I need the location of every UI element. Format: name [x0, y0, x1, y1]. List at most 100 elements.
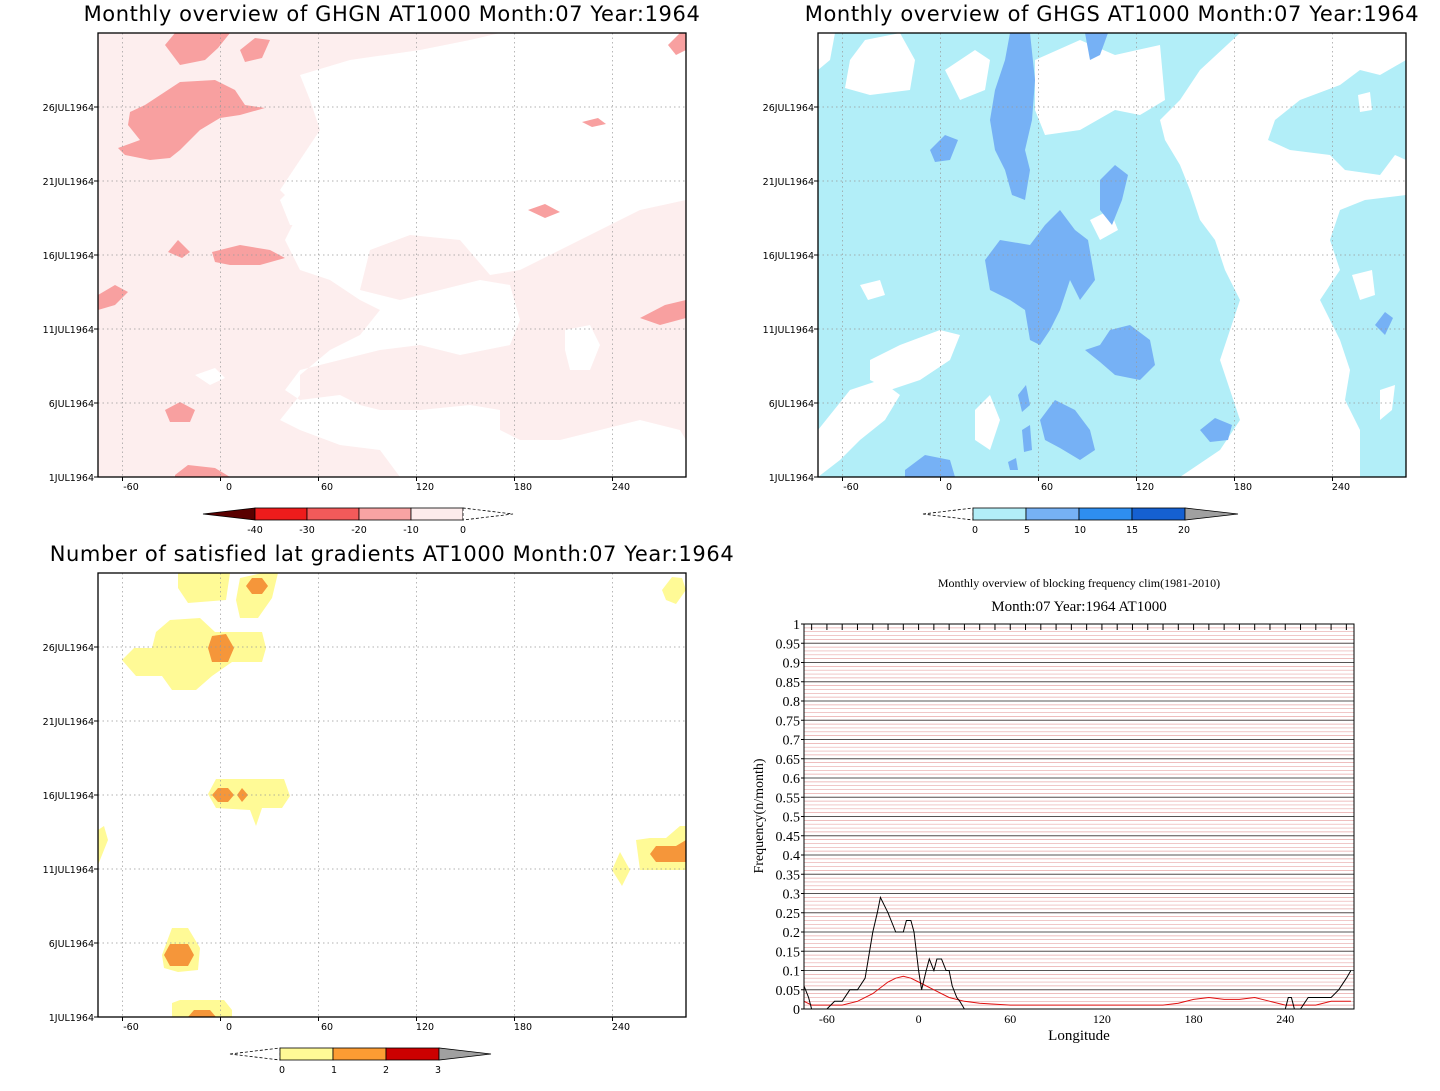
- ghgn-colorbar: -40 -30 -20 -10 0: [202, 507, 514, 536]
- colorbar-swatch: [385, 1047, 440, 1061]
- x-tick-label: -60: [123, 1022, 139, 1033]
- ghgn-negative-region: [168, 240, 190, 258]
- observed-frequency-line: [803, 895, 1352, 1010]
- ghgn-white-patch: [280, 170, 345, 225]
- y-tick-label: 0.45: [776, 830, 801, 845]
- x-tick-label: 120: [1093, 1012, 1111, 1026]
- ghgn-frame: [97, 32, 687, 478]
- y-tick-label: 1JUL1964: [49, 1013, 94, 1024]
- ghgn-y-axis: 1JUL1964 6JUL1964 11JUL1964 16JUL1964 21…: [43, 103, 94, 484]
- ghgn-negative-region: [175, 465, 230, 477]
- ghgs-blue-region: [990, 33, 1035, 200]
- gradient-count-1-region: [178, 573, 230, 603]
- y-tick-label: 0.8: [783, 695, 801, 710]
- ghgn-x-axis: -60 0 60 120 180 240: [123, 482, 630, 493]
- ghgs-white-region: [1035, 40, 1165, 135]
- colorbar-label: -10: [403, 525, 419, 536]
- colorbar-swatch: [972, 507, 1027, 521]
- gradients-panel: Number of satisfied lat gradients AT1000…: [43, 542, 734, 1076]
- ghgs-white-region: [1380, 385, 1395, 420]
- y-tick-label: 1JUL1964: [49, 473, 94, 484]
- y-tick-label: 1: [793, 618, 800, 633]
- colorbar-swatch: [410, 507, 464, 521]
- gradients-colorbar: 0 1 2 3: [229, 1047, 492, 1076]
- y-tick-label: 0.35: [776, 868, 801, 883]
- ghgs-white-region: [1358, 92, 1372, 112]
- x-tick-label: 120: [416, 1022, 434, 1033]
- colorbar-min-arrow: [922, 507, 974, 521]
- colorbar-swatch: [1131, 507, 1186, 521]
- y-tick-label: 0.5: [783, 811, 801, 826]
- gradients-x-axis: -60 0 60 120 180 240: [123, 1022, 630, 1033]
- ghgs-white-region: [870, 330, 960, 390]
- gradient-count-2-region: [188, 1010, 216, 1017]
- x-tick-label: 180: [514, 482, 532, 493]
- climatology-line: [803, 975, 1351, 1006]
- y-tick-label: 16JUL1964: [763, 251, 814, 262]
- gradient-count-1-region: [122, 618, 266, 690]
- colorbar-swatch: [254, 507, 308, 521]
- y-tick-label: 21JUL1964: [763, 177, 814, 188]
- ghgs-white-region: [945, 50, 990, 100]
- ghgs-blue-region: [1085, 33, 1108, 60]
- y-tick-label: 0.55: [776, 791, 801, 806]
- x-tick-label: 240: [612, 1022, 630, 1033]
- ghgs-white-region: [818, 380, 900, 477]
- x-tick-label: -60: [843, 482, 859, 493]
- ghgs-blue-region: [1018, 385, 1030, 412]
- gradient-count-1-region: [236, 573, 278, 618]
- ghgn-negative-region: [212, 245, 285, 265]
- ghgn-negative-region: [640, 300, 686, 325]
- gradient-count-1-region: [662, 577, 686, 604]
- ghgs-y-axis: 1JUL1964 6JUL1964 11JUL1964 16JUL1964 21…: [763, 103, 814, 484]
- colorbar-label: 3: [435, 1065, 441, 1076]
- x-tick-label: 240: [1276, 1012, 1294, 1026]
- blocking-major-gridlines: [804, 642, 1354, 991]
- x-tick-label: 0: [916, 1012, 922, 1026]
- colorbar-label: 1: [331, 1065, 337, 1076]
- ghgs-colorbar: 0 5 10 15 20: [922, 507, 1239, 536]
- colorbar-label: 0: [460, 525, 466, 536]
- ghgn-white-patch: [565, 325, 600, 370]
- ghgs-blue-region: [985, 210, 1095, 345]
- y-tick-label: 6JUL1964: [769, 399, 814, 410]
- blocking-y-axis: 0 0.05 0.1 0.15 0.2 0.25 0.3 0.35 0.4 0.45 0.5 0.55…: [776, 618, 804, 1018]
- gradient-count-2-region: [212, 788, 234, 802]
- x-tick-label: 60: [321, 482, 333, 493]
- ghgn-plot-area: [94, 32, 687, 481]
- colorbar-label: -30: [299, 525, 315, 536]
- y-tick-label: 0.3: [783, 888, 801, 903]
- colorbar-label: -20: [351, 525, 367, 536]
- y-tick-label: 0.25: [776, 907, 801, 922]
- colorbar-max-arrow: [1184, 507, 1239, 521]
- colorbar-swatch: [332, 1047, 387, 1061]
- ghgn-white-patch: [195, 368, 225, 385]
- y-tick-label: 26JUL1964: [43, 643, 94, 654]
- x-tick-label: 180: [514, 1022, 532, 1033]
- ghgs-grid: [814, 33, 1406, 481]
- colorbar-min-arrow: [229, 1047, 281, 1061]
- y-tick-label: 1JUL1964: [769, 473, 814, 484]
- colorbar-label: 10: [1074, 525, 1086, 536]
- x-tick-label: 240: [612, 482, 630, 493]
- colorbar-swatch: [279, 1047, 334, 1061]
- ghgn-negative-region: [118, 80, 265, 160]
- colorbar-swatch: [306, 507, 360, 521]
- y-tick-label: 16JUL1964: [43, 251, 94, 262]
- ghgs-title: Monthly overview of GHGS AT1000 Month:07…: [805, 2, 1419, 26]
- x-tick-label: 0: [226, 1022, 232, 1033]
- ghgs-blue-region: [1085, 325, 1155, 380]
- ghgs-blue-region: [1100, 165, 1128, 225]
- colorbar-min-arrow: [202, 507, 256, 521]
- colorbar-max-arrow: [438, 1047, 492, 1061]
- ghgs-blue-region: [1008, 458, 1018, 470]
- ghgn-negative-region: [165, 33, 230, 65]
- colorbar-label: -40: [247, 525, 263, 536]
- gradient-count-2-region: [246, 578, 268, 594]
- ghgs-white-region: [860, 280, 885, 300]
- ghgs-blue-region: [1022, 425, 1032, 452]
- x-tick-label: 0: [946, 482, 952, 493]
- blocking-panel: Monthly overview of blocking frequency c…: [752, 576, 1355, 1044]
- ghgs-white-region: [975, 395, 1000, 450]
- x-tick-label: 180: [1185, 1012, 1203, 1026]
